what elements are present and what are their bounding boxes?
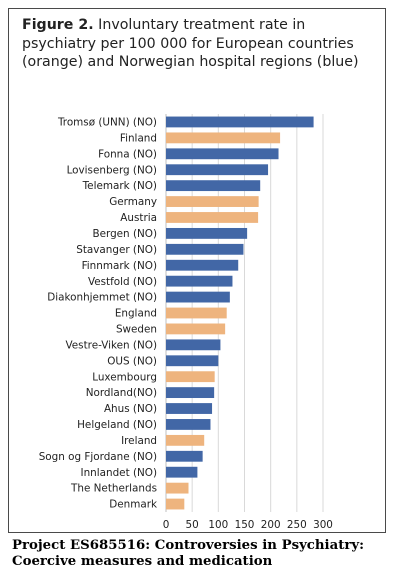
bar — [166, 498, 185, 510]
category-labels: Tromsø (UNN) (NO) Finland Fonna (NO) Lovise… — [39, 117, 157, 511]
category-label: Nordland(NO) — [86, 387, 157, 399]
bar — [166, 116, 314, 128]
category-label: Sweden — [116, 324, 157, 336]
category-label: The Netherlands — [70, 483, 157, 495]
x-axis-ticks: 0 50 100 150 200 250 300 — [163, 519, 333, 531]
category-label: Vestfold (NO) — [88, 276, 157, 288]
category-label: Luxembourg — [92, 371, 157, 383]
category-label: Vestre-Viken (NO) — [65, 339, 157, 351]
category-label: Germany — [109, 196, 157, 208]
category-label: Sogn og Fjordane (NO) — [39, 451, 157, 463]
bar — [166, 339, 221, 351]
category-label: Tromsø (UNN) (NO) — [57, 117, 157, 129]
category-label: Ahus (NO) — [104, 403, 157, 415]
bar — [166, 387, 215, 399]
category-label: OUS (NO) — [107, 355, 157, 367]
bar — [166, 482, 189, 494]
x-tick-label: 50 — [186, 519, 199, 531]
bar — [166, 371, 215, 383]
bar — [166, 212, 259, 223]
category-label: Diakonhjemmet (NO) — [47, 292, 157, 304]
caption-line-1: Project ES685516: Controversies in Psych… — [12, 538, 365, 553]
bar — [166, 132, 281, 144]
figure-title: Figure 2. Involuntary treatment rate in … — [22, 16, 362, 72]
bar — [166, 259, 239, 271]
x-tick-label: 250 — [287, 519, 307, 531]
category-label: Innlandet (NO) — [81, 467, 158, 479]
category-label: Austria — [120, 212, 157, 224]
category-label: Fonna (NO) — [98, 148, 157, 160]
category-label: Finland — [120, 132, 157, 144]
bar — [166, 434, 205, 446]
caption-line-2: Coercive measures and medication — [12, 554, 273, 569]
category-label: Bergen (NO) — [92, 228, 157, 240]
bar — [166, 196, 259, 207]
category-label: Lovisenberg (NO) — [67, 164, 157, 176]
bar — [166, 180, 261, 192]
category-label: Finnmark (NO) — [82, 260, 157, 272]
bar — [166, 323, 226, 335]
x-tick-label: 300 — [313, 519, 333, 531]
bar-chart: Tromsø (UNN) (NO) Finland Fonna (NO) Lovise… — [39, 114, 333, 531]
bar — [166, 466, 198, 478]
category-label: Helgeland (NO) — [77, 419, 157, 431]
x-tick-label: 200 — [261, 519, 281, 531]
bar — [166, 419, 211, 430]
bar — [166, 355, 219, 367]
category-label: Ireland — [121, 435, 157, 447]
bar — [166, 450, 203, 462]
x-tick-label: 100 — [208, 519, 228, 531]
caption: Project ES685516: Controversies in Psych… — [12, 538, 397, 570]
bar — [166, 148, 279, 160]
bar — [166, 227, 248, 239]
bar — [166, 243, 244, 255]
bars — [166, 116, 314, 510]
category-label: Denmark — [109, 499, 157, 511]
bar — [166, 307, 227, 319]
bar — [166, 164, 269, 176]
bar — [166, 275, 233, 287]
category-label: Telemark (NO) — [82, 180, 157, 192]
x-tick-label: 150 — [235, 519, 255, 531]
x-tick-label: 0 — [163, 519, 170, 531]
figure-label: Figure 2. — [22, 17, 94, 33]
category-label: Stavanger (NO) — [76, 244, 157, 256]
category-label: England — [115, 308, 157, 320]
bar — [166, 403, 213, 414]
figure-title-text: Involuntary treatment rate in psychiatry… — [22, 17, 359, 70]
bar — [166, 291, 230, 303]
